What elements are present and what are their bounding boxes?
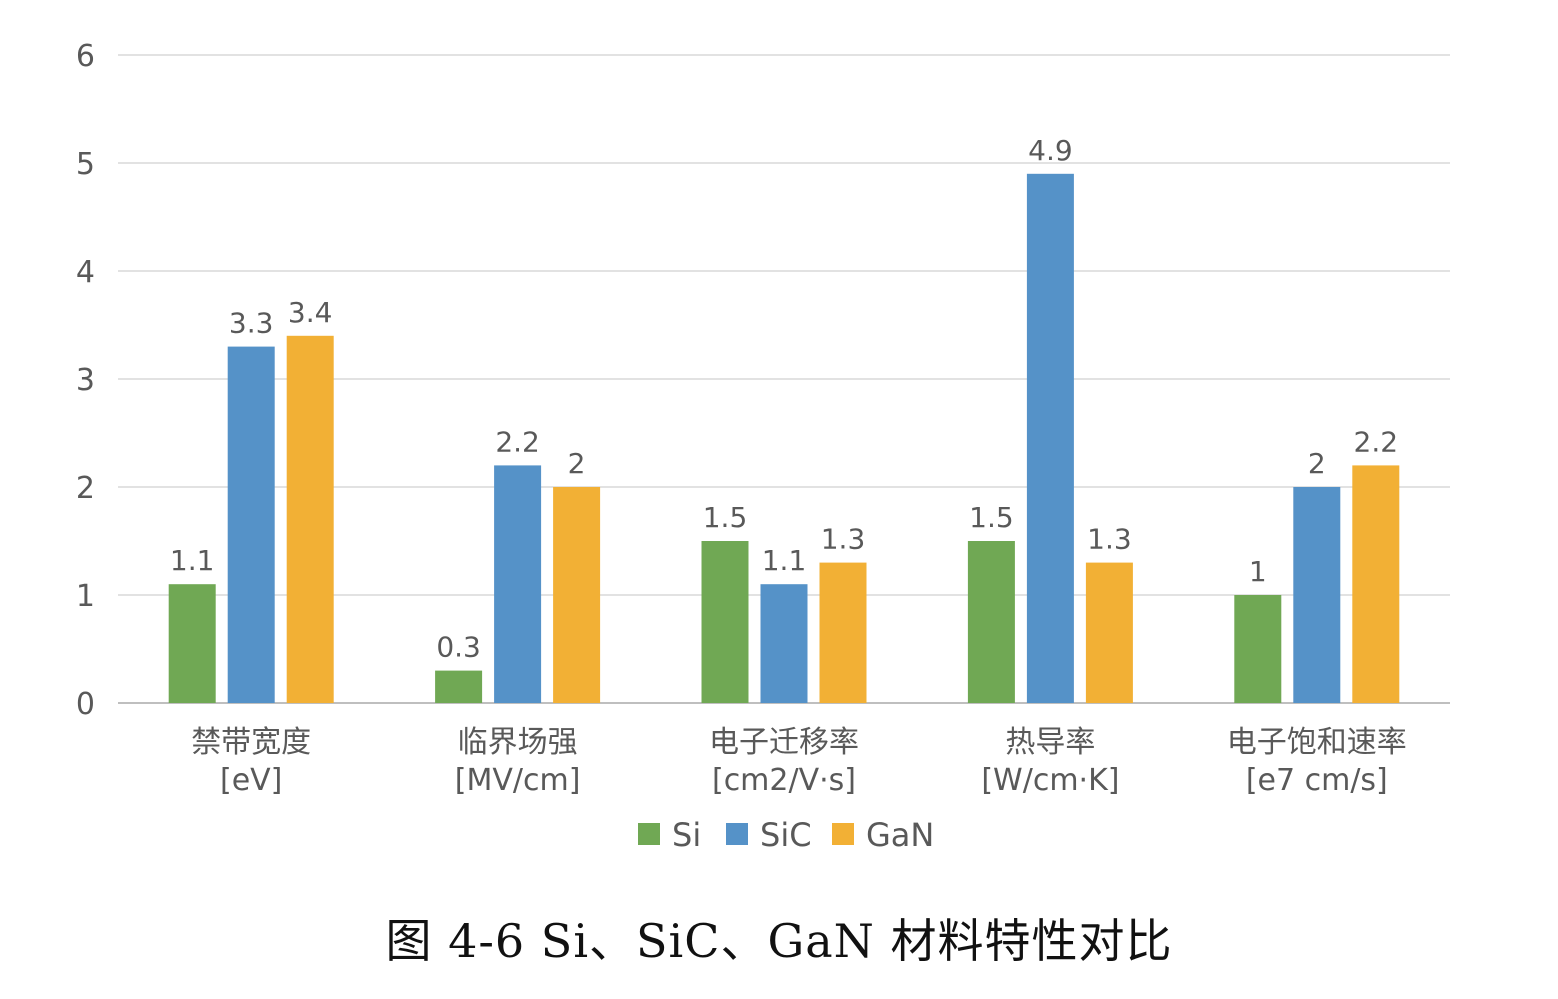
category-label: 电子迁移率 [709,725,859,760]
y-tick-label: 2 [76,471,95,506]
legend-label: Si [672,816,701,854]
legend-swatch-si [638,823,660,845]
category-label: 热导率 [1005,725,1095,760]
data-label: 1.1 [170,544,215,577]
data-label: 2.2 [495,425,540,458]
bar-si [967,541,1015,703]
legend-swatch-sic [726,823,748,845]
data-label: 4.9 [1028,134,1073,167]
bar-sic [760,584,808,703]
data-label: 0.3 [436,631,481,664]
bar-gan [1352,465,1400,703]
bar-gan [1085,562,1133,703]
bar-sic [227,346,275,703]
bar-si [168,584,216,703]
data-label: 1.3 [1087,523,1132,556]
category-label: 电子饱和速率 [1227,725,1407,760]
y-tick-label: 5 [76,147,95,182]
data-label: 1.5 [703,501,748,534]
category-unit-label: [cm2/V·s] [712,763,856,798]
legend-swatch-gan [832,823,854,845]
bar-sic [1293,487,1341,703]
gridlines [118,54,1450,704]
bar-gan [553,487,601,703]
data-label: 3.4 [288,296,333,329]
y-tick-label: 0 [76,687,95,722]
bar-si [1234,595,1282,703]
legend-label: GaN [866,816,934,854]
bar-si [701,541,749,703]
data-label: 2.2 [1354,425,1399,458]
category-unit-label: [W/cm·K] [981,763,1119,798]
legend-label: SiC [760,816,812,854]
y-tick-label: 4 [76,255,95,290]
bar-gan [286,335,334,703]
bar-gan [819,562,867,703]
y-tick-label: 1 [76,579,95,614]
category-unit-label: [e7 cm/s] [1246,763,1388,798]
data-label: 2 [1308,447,1326,480]
y-tick-label: 6 [76,39,95,74]
data-label: 3.3 [229,307,274,340]
data-label: 1.3 [821,523,866,556]
data-label: 1.1 [762,544,807,577]
bar-si [435,670,483,703]
y-tick-label: 3 [76,363,95,398]
category-unit-label: [MV/cm] [455,763,581,798]
category-label: 禁带宽度 [191,725,311,760]
legend: Si SiC GaN [638,816,934,854]
bar-sic [1026,173,1074,704]
bars [168,173,1400,704]
data-label: 1 [1249,555,1267,588]
category-unit-label: [eV] [220,763,282,798]
figure-caption: 图 4-6 Si、SiC、GaN 材料特性对比 [385,914,1173,968]
data-label: 2 [568,447,586,480]
x-axis-categories: 禁带宽度[eV] 临界场强[MV/cm] 电子迁移率[cm2/V·s] 热导率[W/c… [191,725,1407,798]
data-label: 1.5 [969,501,1014,534]
bar-sic [494,465,542,703]
data-labels: 1.1 3.3 3.4 0.3 2.2 2 1.5 1.1 1.3 1.5 4.9 1.3 1 2 2.2 [170,134,1398,664]
category-label: 临界场强 [458,725,578,760]
y-axis-ticks: 0 1 2 3 4 5 6 [76,39,95,722]
